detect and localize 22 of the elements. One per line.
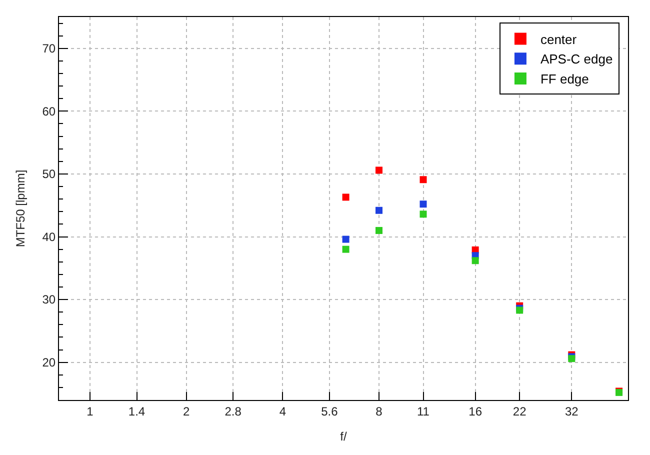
legend-label: center — [540, 32, 578, 47]
y-tick-label: 20 — [42, 356, 56, 370]
x-tick-label: 2.8 — [224, 404, 242, 418]
x-tick-label: 2 — [182, 404, 190, 418]
y-tick-label: 60 — [42, 104, 56, 118]
x-tick-label: 1 — [86, 404, 94, 418]
y-tick-label: 70 — [42, 42, 56, 56]
y-tick-label: 30 — [42, 292, 56, 307]
x-tick-label: 32 — [564, 404, 579, 418]
x-tick-label: 1.4 — [128, 404, 146, 418]
y-tick-label: 40 — [42, 230, 56, 244]
x-tick-label: 22 — [512, 404, 527, 418]
x-tick-label: 16 — [468, 404, 482, 418]
x-tick-label: 4 — [279, 404, 286, 418]
x-tick-label: 8 — [376, 404, 383, 418]
y-axis-title: MTF50 [lpmm] — [14, 170, 28, 248]
x-axis-title: f/ — [340, 429, 348, 444]
y-tick-label: 50 — [42, 167, 56, 182]
legend-label: FF edge — [540, 72, 589, 87]
x-tick-label: 11 — [417, 404, 430, 418]
x-tick-label: 5.6 — [321, 404, 338, 418]
legend-label: APS-C edge — [540, 52, 613, 67]
